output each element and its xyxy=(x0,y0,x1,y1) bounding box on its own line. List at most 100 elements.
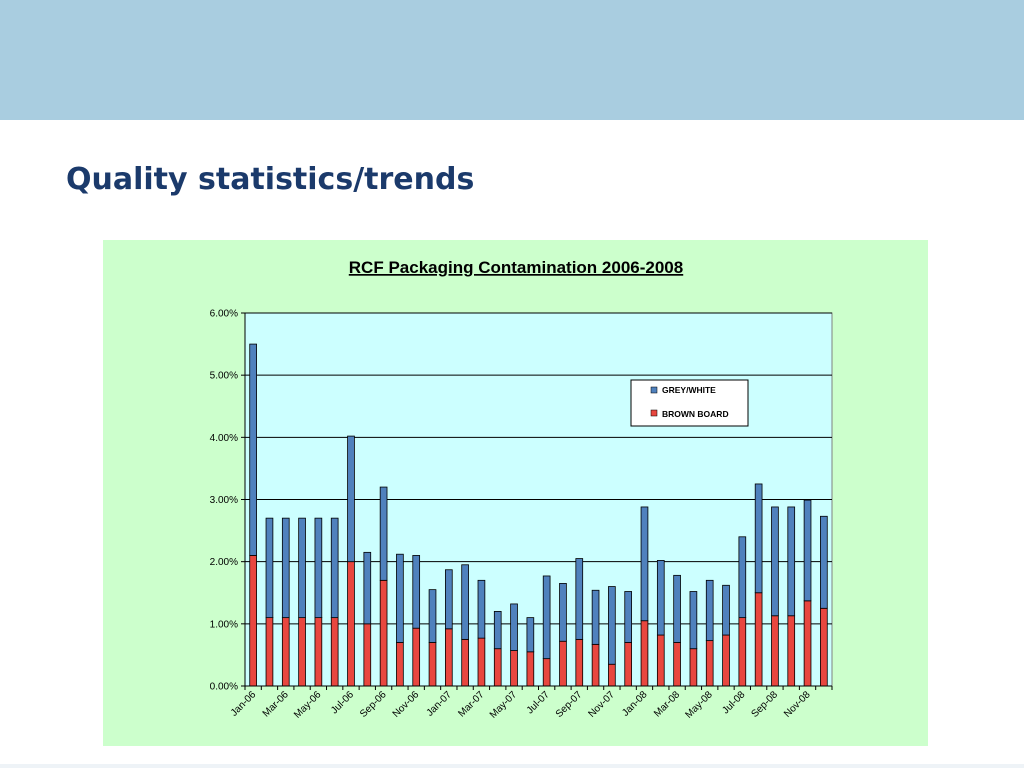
bar-brown-board xyxy=(673,642,681,687)
legend-label-grey-white: GREY/WHITE xyxy=(662,385,716,395)
bar-brown-board xyxy=(689,648,698,687)
x-tick-label: Mar-06 xyxy=(261,689,291,719)
bar-brown-board xyxy=(640,620,649,687)
bar-grey-white xyxy=(705,579,714,642)
chart-title: RCF Packaging Contamination 2006-2008 xyxy=(349,258,683,277)
bar-brown-board xyxy=(510,650,518,687)
bar-grey-white xyxy=(803,499,812,602)
x-tick-label: May-06 xyxy=(292,689,324,721)
footer-line xyxy=(0,764,1024,768)
bar-brown-board xyxy=(738,617,747,687)
chart-svg: RCF Packaging Contamination 2006-2008 0.… xyxy=(210,258,833,721)
y-tick-label: 1.00% xyxy=(210,619,238,630)
legend-label-brown-board: BROWN BOARD xyxy=(662,409,729,419)
x-tick-label: Jan-07 xyxy=(425,689,455,719)
chart-panel: RCF Packaging Contamination 2006-2008 0.… xyxy=(103,240,928,746)
bar-grey-white xyxy=(738,536,747,619)
bar-grey-white xyxy=(559,583,567,642)
bar-brown-board xyxy=(591,643,600,687)
bar-brown-board xyxy=(477,637,486,687)
bar-brown-board xyxy=(656,634,665,687)
bar-grey-white xyxy=(722,584,730,636)
bar-brown-board xyxy=(428,642,437,687)
legend-box xyxy=(630,379,749,427)
bar-brown-board xyxy=(493,648,502,687)
bar-brown-board xyxy=(314,617,323,687)
bar-brown-board xyxy=(363,623,372,687)
x-tick-label: Jan-08 xyxy=(620,689,650,719)
bar-brown-board xyxy=(249,555,257,687)
bar-grey-white xyxy=(787,506,796,617)
bar-grey-white xyxy=(347,435,355,563)
x-tick-label: Mar-07 xyxy=(456,689,486,719)
bar-brown-board xyxy=(754,592,763,687)
y-tick-label: 0.00% xyxy=(210,682,238,693)
x-tick-label: May-08 xyxy=(683,689,715,721)
bar-brown-board xyxy=(705,640,714,687)
bar-brown-board xyxy=(298,617,306,687)
bar-grey-white xyxy=(493,610,502,650)
bar-brown-board xyxy=(379,579,388,687)
grid-layer xyxy=(245,312,832,625)
slide-title: Quality statistics/trends xyxy=(66,162,475,197)
x-tick-label: Jul-06 xyxy=(329,689,356,716)
y-tick-label: 3.00% xyxy=(210,495,238,506)
bar-grey-white xyxy=(542,575,551,660)
bar-grey-white xyxy=(771,506,779,617)
legend: GREY/WHITE BROWN BOARD xyxy=(630,379,749,427)
bar-brown-board xyxy=(396,642,404,687)
bar-grey-white xyxy=(526,617,535,653)
legend-swatch-brown-board xyxy=(650,409,658,417)
bar-grey-white xyxy=(575,558,584,640)
x-tick-label: Nov-08 xyxy=(782,689,813,720)
bar-grey-white xyxy=(754,483,763,594)
bar-brown-board xyxy=(803,600,812,687)
x-tick-label: Sep-07 xyxy=(554,689,585,720)
header-band xyxy=(0,0,1024,120)
bar-grey-white xyxy=(444,569,453,630)
bar-grey-white xyxy=(510,603,518,651)
bar-grey-white xyxy=(298,517,306,619)
bar-grey-white xyxy=(265,517,274,619)
bar-brown-board xyxy=(444,628,453,687)
bar-brown-board xyxy=(542,658,551,687)
bar-grey-white xyxy=(656,560,665,636)
bar-grey-white xyxy=(640,506,649,622)
bar-grey-white xyxy=(624,591,633,643)
x-tick-label: Nov-06 xyxy=(391,689,422,720)
bar-grey-white xyxy=(591,589,600,645)
bar-grey-white xyxy=(428,589,437,643)
bar-grey-white xyxy=(314,517,323,619)
y-tick-label: 2.00% xyxy=(210,557,238,568)
bar-brown-board xyxy=(820,607,828,687)
x-tick-label: Jul-08 xyxy=(720,689,747,716)
bar-brown-board xyxy=(722,634,730,687)
bar-grey-white xyxy=(379,486,388,581)
bar-grey-white xyxy=(363,551,372,625)
bar-brown-board xyxy=(771,615,779,687)
bar-grey-white xyxy=(249,343,257,556)
bar-brown-board xyxy=(624,642,633,687)
x-tick-label: Sep-08 xyxy=(749,689,780,720)
bar-grey-white xyxy=(412,555,421,629)
y-tick-label: 6.00% xyxy=(210,309,238,320)
legend-swatch-grey-white xyxy=(650,386,658,394)
bar-grey-white xyxy=(820,515,828,609)
y-tick-label: 4.00% xyxy=(210,433,238,444)
x-tick-label: Jul-07 xyxy=(525,689,552,716)
bar-brown-board xyxy=(575,638,584,687)
x-tick-label: Nov-07 xyxy=(586,689,617,720)
bar-grey-white xyxy=(689,591,698,650)
bar-brown-board xyxy=(787,615,796,687)
bar-brown-board xyxy=(347,561,355,687)
bar-grey-white xyxy=(477,579,486,639)
bar-grey-white xyxy=(608,586,616,665)
bars-layer xyxy=(249,343,828,687)
y-tick-label: 5.00% xyxy=(210,371,238,382)
bar-brown-board xyxy=(526,651,535,687)
x-tick-label: May-07 xyxy=(488,689,520,721)
bar-brown-board xyxy=(608,663,616,687)
x-tick-label: Sep-06 xyxy=(358,689,389,720)
bar-grey-white xyxy=(330,517,339,619)
bar-grey-white xyxy=(673,574,681,643)
